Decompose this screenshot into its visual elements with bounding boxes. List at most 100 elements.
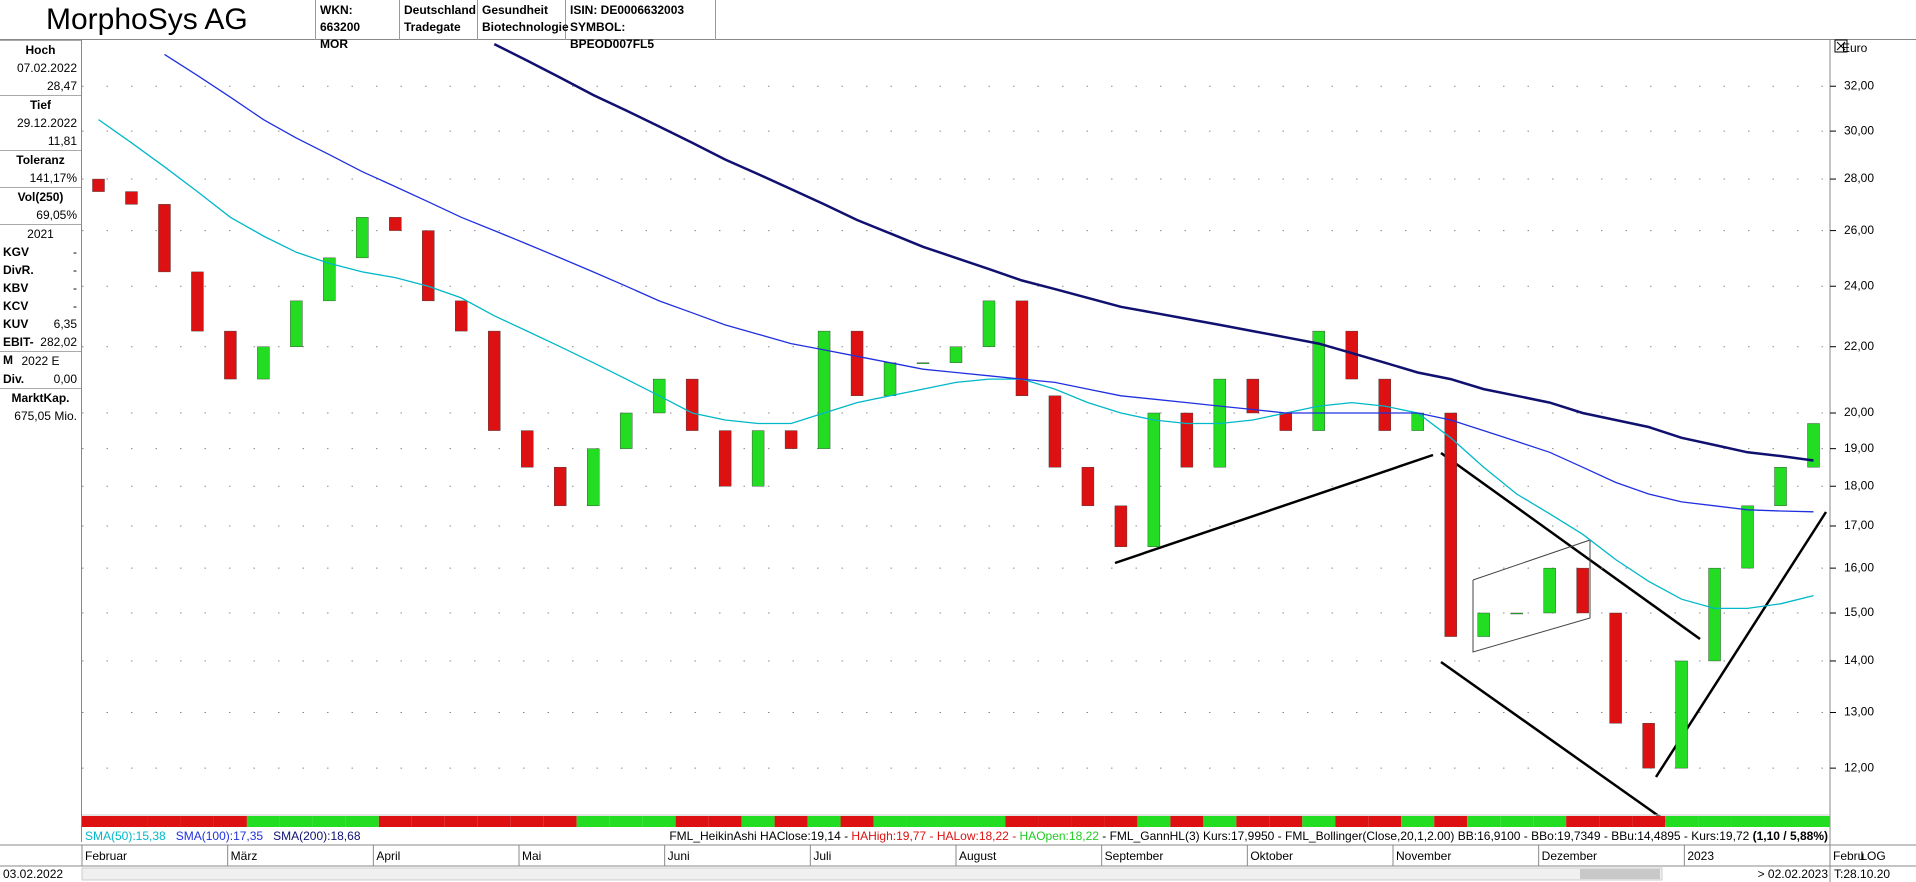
y-tick-label: 22,00	[1844, 339, 1874, 353]
stat-label: Div.	[3, 372, 25, 386]
legend: SMA(50):15,38 SMA(100):17,35 SMA(200):18,6…	[85, 829, 361, 843]
trend-strip	[82, 816, 115, 827]
status-part: FML_HeikinAshi HAClose:19,14 -	[669, 829, 851, 843]
candle	[1444, 412, 1457, 637]
stat-value: 28,47	[46, 79, 77, 93]
candle	[784, 430, 798, 449]
trend-strip	[1005, 816, 1039, 827]
stat-title: Hoch	[0, 40, 81, 59]
stat-row: DivR. -	[0, 261, 81, 279]
candle	[1114, 505, 1128, 547]
candle	[850, 330, 864, 397]
header-cell: ISIN: DE0006632003 SYMBOL: BPEOD007FL5	[566, 0, 716, 51]
time-label: T:28.10.20	[1834, 867, 1890, 881]
candle	[1279, 412, 1293, 431]
trend-strip	[1764, 816, 1798, 827]
legend-entry: SMA(200):18,68	[273, 829, 361, 843]
stat-title: Toleranz	[0, 150, 81, 169]
x-tick-label: Oktober	[1250, 849, 1293, 863]
candle	[1510, 612, 1523, 615]
trend-strip	[1665, 816, 1699, 827]
legend-entry: SMA(100):17,35	[176, 829, 264, 843]
candle	[1609, 612, 1622, 724]
header-text: Biotechnologie	[482, 20, 569, 34]
stat-row: EBIT-M 282,02	[0, 333, 81, 367]
stat-label: EBIT-M	[3, 335, 34, 367]
candle	[1642, 723, 1655, 769]
trend-strip	[180, 816, 214, 827]
candle	[1081, 466, 1095, 507]
candle	[817, 330, 831, 449]
header-cell: WKN: 663200 MOR	[316, 0, 400, 51]
x-tick-label: Mai	[522, 849, 541, 863]
candle	[1741, 505, 1754, 569]
trend-strip	[609, 816, 643, 827]
y-tick-label: 30,00	[1844, 123, 1874, 137]
stat-title: MarktKap.	[0, 388, 81, 407]
y-tick-label: 20,00	[1844, 405, 1874, 419]
stat-row: KGV -	[0, 243, 81, 261]
stat-value: 69,05%	[36, 208, 77, 222]
trend-strip	[807, 816, 841, 827]
x-tick-label: Februar	[85, 849, 127, 863]
candle	[158, 204, 171, 273]
header-text: ISIN: DE0006632003	[570, 3, 685, 17]
stat-value: 282,02	[40, 335, 77, 349]
status-line: FML_HeikinAshi HAClose:19,14 - HAHigh:19…	[669, 829, 1828, 843]
candle	[1048, 395, 1062, 468]
candle	[1807, 423, 1820, 468]
close-icon	[1836, 41, 1846, 51]
candle	[389, 217, 402, 231]
candle	[1147, 412, 1161, 547]
candle	[685, 378, 699, 431]
stock-title: MorphoSys AG	[0, 0, 316, 40]
stat-value: 0,00	[53, 372, 77, 386]
stat-value: 07.02.2022	[16, 61, 77, 75]
trend-strip	[1698, 816, 1732, 827]
trend-strip	[147, 816, 181, 827]
candle	[982, 300, 996, 347]
candle	[488, 330, 501, 431]
header-text: WKN: 663200	[320, 3, 361, 34]
stat-value: 675,05 Mio.	[14, 409, 77, 423]
candle	[521, 430, 534, 468]
trend-strip	[1236, 816, 1270, 827]
trend-strip	[312, 816, 346, 827]
x-tick-label: März	[231, 849, 258, 863]
footer-end: > 02.02.2023	[1758, 867, 1829, 881]
y-tick-label: 19,00	[1844, 441, 1874, 455]
trend-strip	[774, 816, 808, 827]
candle	[455, 300, 468, 332]
stat-row: KBV -	[0, 279, 81, 297]
unit-label: Euro	[1842, 41, 1868, 55]
y-tick-label: 16,00	[1844, 560, 1874, 574]
trend-strip	[1335, 816, 1369, 827]
sma-line	[493, 42, 1814, 462]
trend-strip	[1203, 816, 1237, 827]
x-tick-label: Juni	[668, 849, 690, 863]
trend-strip	[378, 816, 412, 827]
trend-strip	[675, 816, 709, 827]
y-tick-label: 12,00	[1844, 760, 1874, 774]
stat-value: -	[73, 281, 77, 295]
trend-strip	[1302, 816, 1336, 827]
status-part: HAHigh:19,77 -	[851, 829, 936, 843]
scrollbar	[81, 867, 1663, 881]
stat-label: KBV	[3, 281, 29, 295]
trend-strip	[279, 816, 313, 827]
trend-strip	[1632, 816, 1666, 827]
trend-strip	[1038, 816, 1072, 827]
trend-strip	[510, 816, 544, 827]
candle	[224, 330, 237, 380]
candle	[1774, 466, 1787, 507]
candle	[883, 362, 897, 397]
status-part: - FML_GannHL(3) Kurs:17,9950 - FML_Bolli…	[1099, 829, 1753, 843]
candle	[587, 448, 600, 507]
header-text: Deutschland	[404, 3, 477, 17]
trend-strip	[543, 816, 577, 827]
y-tick-label: 28,00	[1844, 171, 1874, 185]
header-text: MOR	[320, 37, 348, 51]
y-tick-label: 32,00	[1844, 78, 1874, 92]
trend-strip	[972, 816, 1006, 827]
stat-label: KCV	[3, 299, 29, 313]
